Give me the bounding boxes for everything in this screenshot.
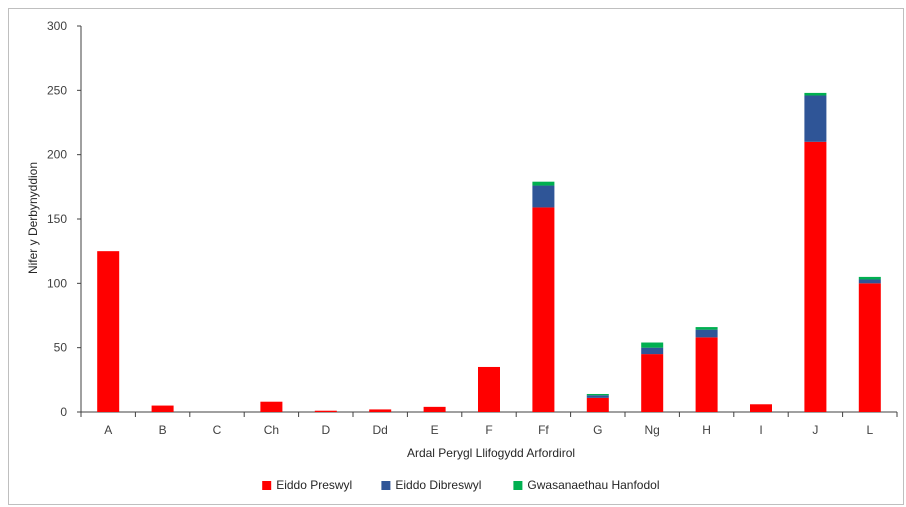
- bar-segment: [423, 406, 446, 412]
- y-tick-label: 300: [47, 19, 67, 33]
- x-tick-label: Ch: [264, 423, 279, 437]
- bar-segment: [695, 329, 718, 338]
- x-tick-label: Ff: [538, 423, 549, 437]
- bar-segment: [858, 279, 881, 284]
- bar-segment: [260, 401, 283, 412]
- bar-segment: [804, 92, 827, 96]
- legend: Eiddo Preswyl Eiddo Dibreswyl Gwasanaethau…: [262, 478, 659, 492]
- bar-segment: [532, 181, 555, 186]
- y-tick-label: 150: [47, 212, 67, 226]
- bar-segment: [586, 397, 609, 412]
- legend-label: Eiddo Dibreswyl: [395, 478, 481, 492]
- legend-swatch: [513, 481, 523, 490]
- x-tick-label: Dd: [373, 423, 388, 437]
- x-tick-label: L: [866, 423, 873, 437]
- bar-segment: [532, 185, 555, 208]
- bar-segment: [369, 409, 392, 412]
- chart-frame: [8, 8, 904, 505]
- bar-segment: [695, 327, 718, 330]
- x-tick-label: B: [159, 423, 167, 437]
- legend-label: Gwasanaethau Hanfodol: [527, 478, 659, 492]
- y-tick-label: 250: [47, 83, 67, 97]
- legend-swatch: [381, 481, 391, 490]
- bar-segment: [858, 276, 881, 280]
- x-tick-label: C: [213, 423, 222, 437]
- bar-segment: [750, 404, 772, 412]
- bar-segment: [478, 366, 500, 412]
- bar-segment: [532, 207, 555, 412]
- bar-segment: [695, 337, 718, 412]
- y-tick-label: 200: [47, 148, 67, 162]
- x-tick-label: F: [485, 423, 492, 437]
- bar-segment: [804, 141, 827, 413]
- x-tick-label: G: [593, 423, 602, 437]
- bar-segment: [586, 393, 609, 396]
- bar-segment: [641, 342, 664, 348]
- x-tick-label: H: [702, 423, 711, 437]
- bar-segment: [151, 405, 174, 412]
- x-tick-label: E: [431, 423, 439, 437]
- y-tick-label: 100: [47, 276, 67, 290]
- bar-segment: [314, 410, 337, 412]
- x-tick-label: J: [812, 423, 818, 437]
- x-tick-label: D: [321, 423, 330, 437]
- bar-segment: [641, 354, 664, 412]
- bar-segment: [641, 347, 664, 355]
- x-tick-label: Ng: [645, 423, 660, 437]
- legend-label: Eiddo Preswyl: [276, 478, 352, 492]
- bar-segment: [804, 95, 827, 142]
- legend-swatch: [262, 481, 272, 490]
- y-axis-title: Nifer y Derbynyddion: [26, 162, 40, 274]
- y-tick-label: 0: [60, 405, 67, 419]
- bar-segment: [97, 251, 120, 412]
- bar-segment: [858, 283, 881, 412]
- x-tick-label: I: [759, 423, 762, 437]
- bar-segment: [586, 395, 609, 398]
- x-axis-title: Ardal Perygl Llifogydd Arfordirol: [407, 446, 575, 460]
- y-tick-label: 50: [54, 341, 68, 355]
- x-tick-label: A: [104, 423, 112, 437]
- plot-area: 0 50 100 150 200 250 300 A B C Ch D Dd E F Ff G Ng H I J L: [47, 19, 898, 437]
